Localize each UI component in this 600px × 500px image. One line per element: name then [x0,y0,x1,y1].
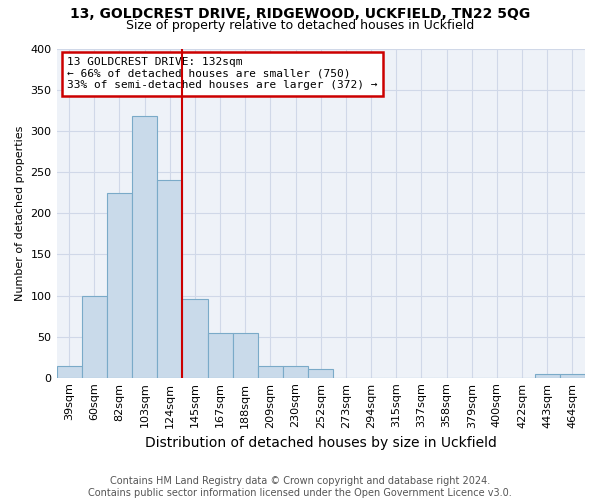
Text: 13 GOLDCREST DRIVE: 132sqm
← 66% of detached houses are smaller (750)
33% of sem: 13 GOLDCREST DRIVE: 132sqm ← 66% of deta… [67,57,377,90]
Bar [208,334,233,378]
Bar [182,299,208,378]
Bar [107,193,132,378]
Bar [258,366,283,378]
Bar [560,374,585,378]
X-axis label: Distribution of detached houses by size in Uckfield: Distribution of detached houses by size … [145,436,497,450]
Bar [56,366,82,378]
Bar [82,296,107,378]
Bar [308,370,334,378]
Text: Contains HM Land Registry data © Crown copyright and database right 2024.
Contai: Contains HM Land Registry data © Crown c… [88,476,512,498]
Bar [157,180,182,378]
Bar [132,116,157,378]
Bar [233,334,258,378]
Text: Size of property relative to detached houses in Uckfield: Size of property relative to detached ho… [126,18,474,32]
Bar [283,366,308,378]
Bar [535,374,560,378]
Y-axis label: Number of detached properties: Number of detached properties [15,126,25,301]
Text: 13, GOLDCREST DRIVE, RIDGEWOOD, UCKFIELD, TN22 5QG: 13, GOLDCREST DRIVE, RIDGEWOOD, UCKFIELD… [70,8,530,22]
